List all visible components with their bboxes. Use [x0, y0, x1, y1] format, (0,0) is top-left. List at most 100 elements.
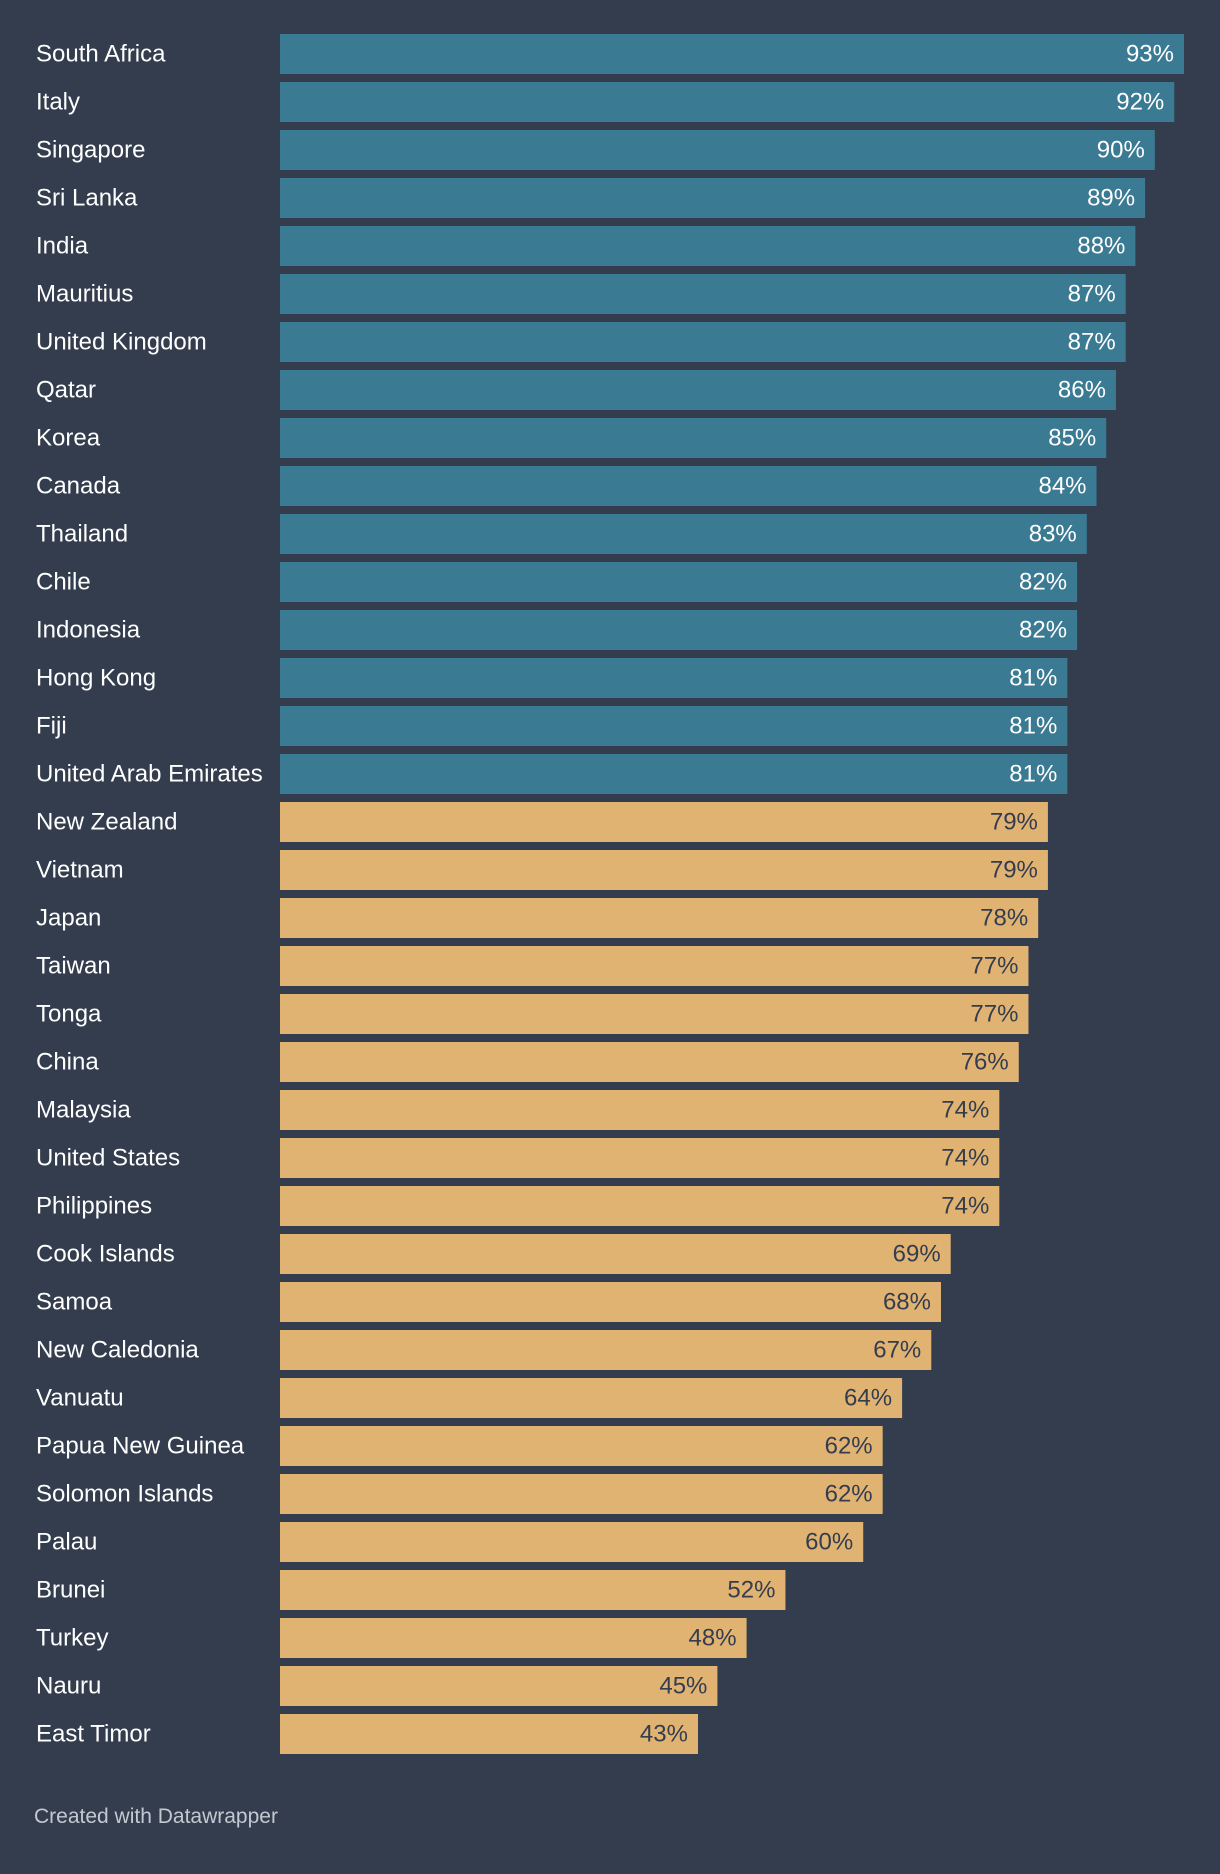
- bar: [280, 658, 1068, 698]
- value-label: 83%: [1029, 521, 1077, 548]
- bar-row: East Timor 43%: [36, 1714, 698, 1754]
- bar: [280, 1090, 1000, 1130]
- bar-row: United States 74%: [36, 1138, 1000, 1178]
- category-label: Philippines: [36, 1193, 152, 1220]
- bar-row: China 76%: [36, 1042, 1019, 1082]
- value-label: 86%: [1058, 377, 1106, 404]
- category-label: New Zealand: [36, 809, 177, 836]
- bar: [280, 1234, 951, 1274]
- bar: [280, 1330, 932, 1370]
- category-label: East Timor: [36, 1721, 151, 1748]
- bar-row: Canada 84%: [36, 466, 1097, 506]
- category-label: Vanuatu: [36, 1385, 124, 1412]
- bar: [280, 610, 1078, 650]
- bar-row: Japan 78%: [36, 898, 1039, 938]
- value-label: 85%: [1048, 425, 1096, 452]
- category-label: Turkey: [36, 1625, 108, 1652]
- bar: [280, 994, 1029, 1034]
- category-label: Papua New Guinea: [36, 1433, 245, 1460]
- credit-label: Created with Datawrapper: [34, 1805, 278, 1828]
- bar: [280, 1714, 698, 1754]
- bar: [280, 802, 1048, 842]
- bar-row: Nauru 45%: [36, 1666, 718, 1706]
- category-label: Malaysia: [36, 1097, 131, 1124]
- bar-row: Italy 92%: [36, 82, 1175, 122]
- bar-row: Sri Lanka 89%: [36, 178, 1146, 218]
- category-label: Sri Lanka: [36, 185, 138, 212]
- category-label: Solomon Islands: [36, 1481, 213, 1508]
- value-label: 62%: [825, 1433, 873, 1460]
- bar-row: Papua New Guinea 62%: [36, 1426, 883, 1466]
- category-label: South Africa: [36, 41, 166, 68]
- category-label: Thailand: [36, 521, 128, 548]
- bar: [280, 82, 1175, 122]
- bar-row: Turkey 48%: [36, 1618, 747, 1658]
- bar: [280, 130, 1155, 170]
- category-label: United Arab Emirates: [36, 761, 263, 788]
- category-label: Fiji: [36, 713, 67, 740]
- value-label: 68%: [883, 1289, 931, 1316]
- category-label: India: [36, 233, 89, 260]
- value-label: 62%: [825, 1481, 873, 1508]
- bar: [280, 466, 1097, 506]
- bar-row: Malaysia 74%: [36, 1090, 1000, 1130]
- bar-row: Vietnam 79%: [36, 850, 1048, 890]
- bar: [280, 706, 1068, 746]
- value-label: 74%: [941, 1193, 989, 1220]
- bar: [280, 1474, 883, 1514]
- value-label: 87%: [1068, 281, 1116, 308]
- bar-row: New Zealand 79%: [36, 802, 1048, 842]
- chart-rows: South Africa 93% Italy 92% Singapore 90% Sri L…: [36, 34, 1184, 1754]
- category-label: New Caledonia: [36, 1337, 199, 1364]
- value-label: 77%: [970, 953, 1018, 980]
- category-label: Indonesia: [36, 617, 141, 644]
- category-label: Qatar: [36, 377, 96, 404]
- category-label: Mauritius: [36, 281, 133, 308]
- value-label: 48%: [689, 1625, 737, 1652]
- bar: [280, 1042, 1019, 1082]
- category-label: Vietnam: [36, 857, 124, 884]
- bar-row: Singapore 90%: [36, 130, 1155, 170]
- bar: [280, 1282, 941, 1322]
- bar: [280, 34, 1184, 74]
- bar-row: United Arab Emirates 81%: [36, 754, 1068, 794]
- bar: [280, 1618, 747, 1658]
- bar-row: Fiji 81%: [36, 706, 1068, 746]
- bar: [280, 850, 1048, 890]
- category-label: Singapore: [36, 137, 145, 164]
- bar: [280, 418, 1107, 458]
- category-label: United Kingdom: [36, 329, 207, 356]
- category-label: Brunei: [36, 1577, 105, 1604]
- bar: [280, 1570, 786, 1610]
- bar-row: Hong Kong 81%: [36, 658, 1068, 698]
- value-label: 69%: [893, 1241, 941, 1268]
- category-label: Tonga: [36, 1001, 102, 1028]
- bar-row: India 88%: [36, 226, 1136, 266]
- category-label: Nauru: [36, 1673, 101, 1700]
- value-label: 64%: [844, 1385, 892, 1412]
- category-label: Japan: [36, 905, 101, 932]
- bar-row: Brunei 52%: [36, 1570, 786, 1610]
- bar: [280, 1186, 1000, 1226]
- category-label: Hong Kong: [36, 665, 156, 692]
- value-label: 84%: [1038, 473, 1086, 500]
- category-label: Samoa: [36, 1289, 113, 1316]
- bar: [280, 514, 1087, 554]
- value-label: 78%: [980, 905, 1028, 932]
- value-label: 43%: [640, 1721, 688, 1748]
- value-label: 82%: [1019, 569, 1067, 596]
- value-label: 79%: [990, 857, 1038, 884]
- value-label: 92%: [1116, 89, 1164, 116]
- bar-row: Mauritius 87%: [36, 274, 1126, 314]
- bar-row: Indonesia 82%: [36, 610, 1078, 650]
- bar-row: Palau 60%: [36, 1522, 864, 1562]
- category-label: Korea: [36, 425, 101, 452]
- bar: [280, 1378, 903, 1418]
- bar: [280, 1522, 864, 1562]
- value-label: 81%: [1009, 761, 1057, 788]
- bar: [280, 1666, 718, 1706]
- bar: [280, 946, 1029, 986]
- bar: [280, 898, 1039, 938]
- bar-row: Tonga 77%: [36, 994, 1029, 1034]
- bar-row: Philippines 74%: [36, 1186, 1000, 1226]
